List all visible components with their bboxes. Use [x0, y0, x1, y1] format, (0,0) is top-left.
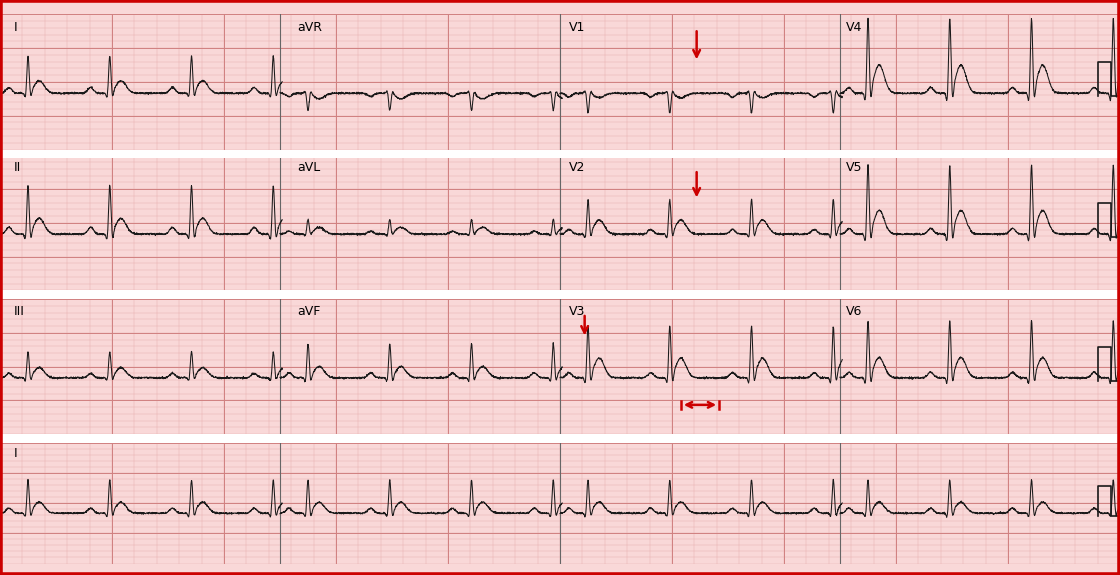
Text: I: I: [13, 447, 17, 460]
Text: I: I: [13, 21, 17, 33]
Text: aVF: aVF: [297, 305, 320, 318]
Text: V6: V6: [846, 305, 862, 318]
Text: III: III: [13, 305, 25, 318]
Text: V4: V4: [846, 21, 862, 33]
Text: V1: V1: [569, 21, 586, 33]
Text: aVR: aVR: [297, 21, 321, 33]
Text: V2: V2: [569, 162, 586, 174]
Text: II: II: [13, 162, 20, 174]
Text: V3: V3: [569, 305, 586, 318]
Text: V5: V5: [846, 162, 862, 174]
Text: aVL: aVL: [297, 162, 320, 174]
